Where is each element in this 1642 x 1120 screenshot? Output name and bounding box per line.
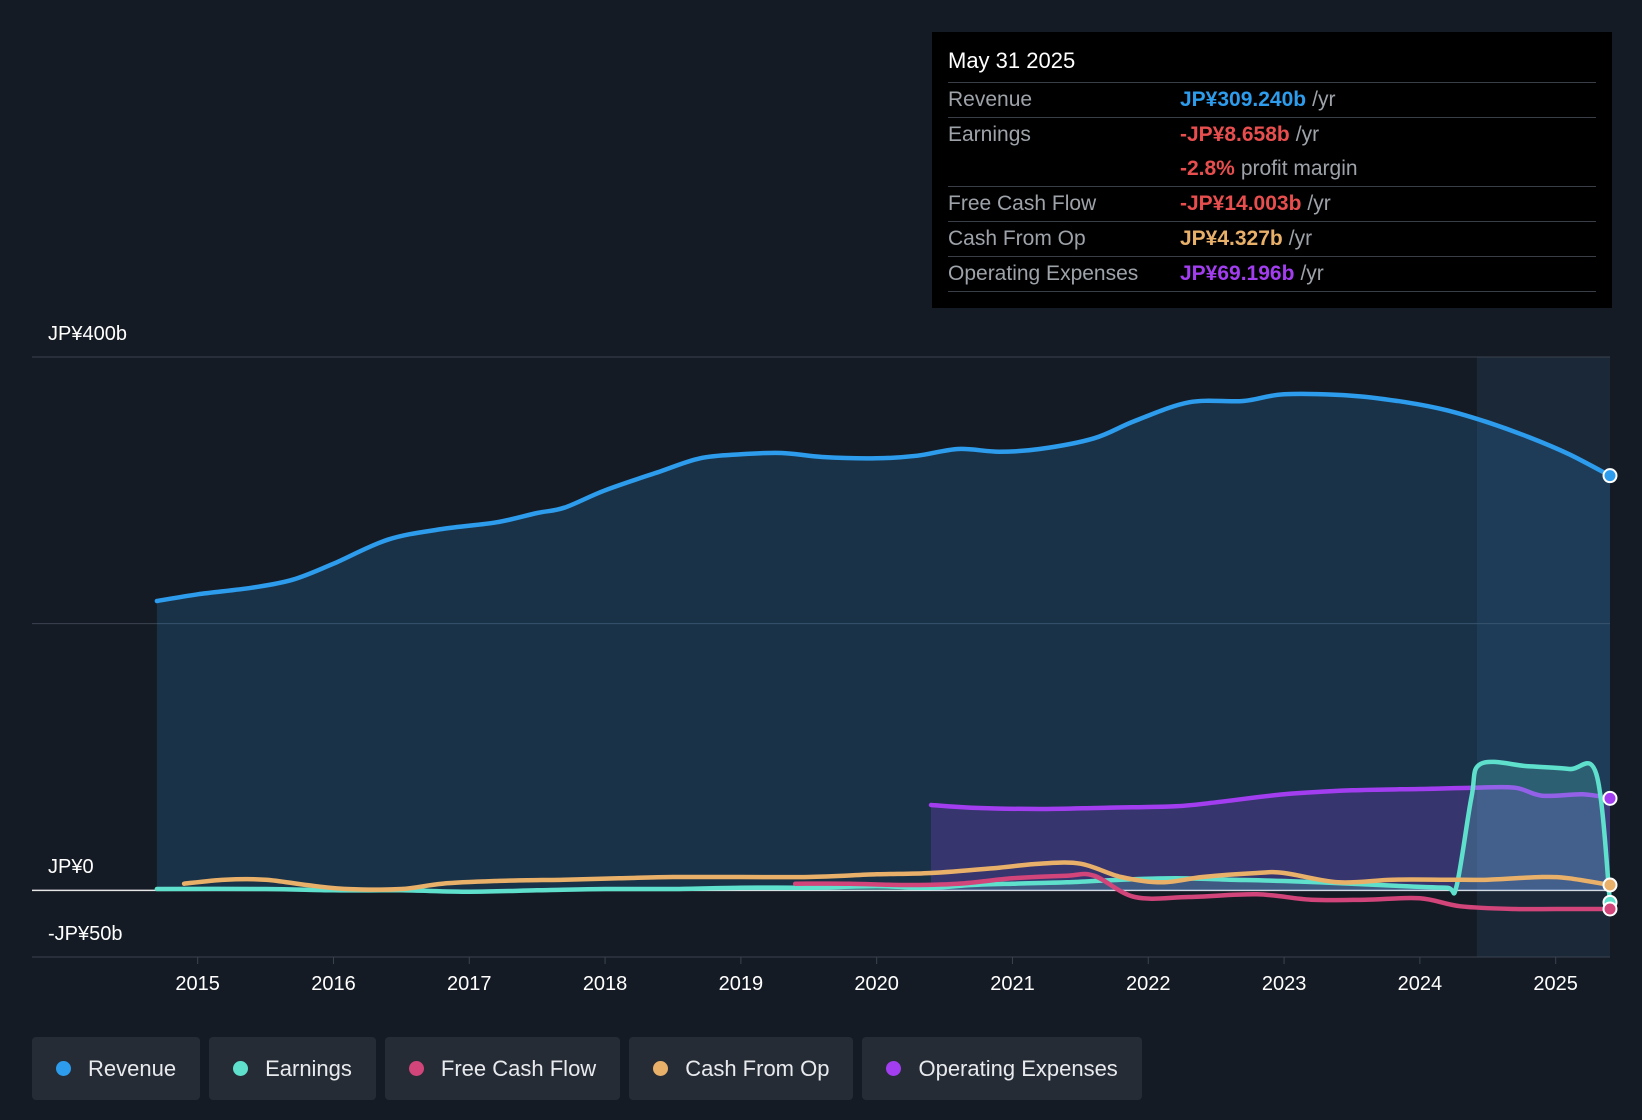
legend-dot-icon <box>886 1061 902 1076</box>
tooltip-label: Operating Expenses <box>948 262 1139 285</box>
x-tick-label: 2024 <box>1398 973 1443 995</box>
operating-expenses-area <box>931 787 1610 891</box>
tooltip-value: -2.8% <box>1180 157 1235 180</box>
x-tick-label: 2023 <box>1262 973 1307 995</box>
legend-item-operating-expenses[interactable]: Operating Expenses <box>862 1037 1142 1100</box>
cash-from-op-line <box>181 860 1613 892</box>
legend-dot-icon <box>233 1061 249 1076</box>
tooltip-value: -JP¥8.658b <box>1180 123 1290 146</box>
tooltip-unit: /yr <box>1300 262 1324 285</box>
tooltip-value: JP¥309.240b <box>1180 88 1307 111</box>
legend-dot-icon <box>653 1061 669 1076</box>
earnings-line <box>154 759 1613 905</box>
chart-legend: Revenue Earnings Free Cash Flow Cash Fro… <box>32 1037 1142 1100</box>
tooltip-row-operating-expenses: Operating Expenses JP¥69.196b /yr <box>948 256 1596 292</box>
highlight-region <box>1476 357 1610 957</box>
legend-label: Free Cash Flow <box>440 1055 597 1081</box>
tooltip-unit: /yr <box>1295 123 1320 146</box>
tooltip-unit: profit margin <box>1240 157 1358 180</box>
x-tick-label: 2020 <box>854 973 899 995</box>
x-tick-label: 2016 <box>311 973 356 995</box>
tooltip-value: -JP¥14.003b <box>1180 192 1302 215</box>
tooltip-label: Free Cash Flow <box>948 192 1097 215</box>
hover-tooltip: May 31 2025 Revenue JP¥309.240b /yr Earn… <box>932 32 1612 308</box>
tooltip-row-earnings: Earnings -JP¥8.658b /yr <box>948 117 1596 152</box>
tooltip-row-profit-margin: -2.8% profit margin <box>948 152 1596 186</box>
legend-item-revenue[interactable]: Revenue <box>32 1037 201 1100</box>
x-axis: 2015 2016 2017 2018 2019 2020 2021 2022 2023 2024… <box>175 957 1578 995</box>
legend-item-cash-from-op[interactable]: Cash From Op <box>629 1037 854 1100</box>
tooltip-unit: /yr <box>1312 88 1336 111</box>
legend-dot-icon <box>56 1061 71 1076</box>
plot-area <box>32 356 1618 958</box>
x-tick-label: 2019 <box>719 973 764 995</box>
tooltip-row-cash-from-op: Cash From Op JP¥4.327b /yr <box>948 221 1596 256</box>
operating-expenses-end-marker <box>1602 790 1618 806</box>
revenue-line <box>154 391 1613 604</box>
legend-label: Cash From Op <box>685 1055 830 1081</box>
free-cash-flow-line <box>792 871 1613 912</box>
x-tick-label: 2015 <box>175 973 220 995</box>
operating-expenses-line <box>928 784 1613 812</box>
tooltip-unit: /yr <box>1288 227 1313 250</box>
tooltip-value: JP¥4.327b <box>1180 227 1283 250</box>
tooltip-row-free-cash-flow: Free Cash Flow -JP¥14.003b /yr <box>948 186 1596 221</box>
x-tick-label: 2017 <box>447 973 492 995</box>
legend-item-earnings[interactable]: Earnings <box>209 1037 376 1100</box>
y-axis-top-label: JP¥400b <box>48 323 127 345</box>
tooltip-row-revenue: Revenue JP¥309.240b /yr <box>948 82 1596 117</box>
legend-dot-icon <box>408 1061 424 1076</box>
revenue-end-marker <box>1602 468 1618 484</box>
earnings-area <box>156 761 1610 903</box>
legend-label: Operating Expenses <box>918 1055 1118 1081</box>
x-tick-label: 2022 <box>1126 973 1171 995</box>
y-axis-zero-label: JP¥0 <box>48 856 94 878</box>
y-axis-bottom-label: -JP¥50b <box>48 923 123 945</box>
x-tick-label: 2018 <box>583 973 628 995</box>
tooltip-label: Earnings <box>948 123 1031 146</box>
tooltip-value: JP¥69.196b <box>1180 262 1295 285</box>
legend-label: Earnings <box>265 1055 352 1081</box>
cash-from-op-end-marker <box>1602 877 1618 893</box>
legend-label: Revenue <box>88 1055 177 1081</box>
x-tick-label: 2021 <box>990 973 1035 995</box>
tooltip-date: May 31 2025 <box>948 48 1076 73</box>
tooltip-unit: /yr <box>1307 192 1331 215</box>
tooltip-label: Cash From Op <box>948 227 1086 250</box>
x-tick-label: 2025 <box>1533 973 1578 995</box>
legend-item-free-cash-flow[interactable]: Free Cash Flow <box>384 1037 621 1100</box>
free-cash-flow-end-marker <box>1602 901 1618 917</box>
tooltip-label: Revenue <box>948 88 1033 111</box>
